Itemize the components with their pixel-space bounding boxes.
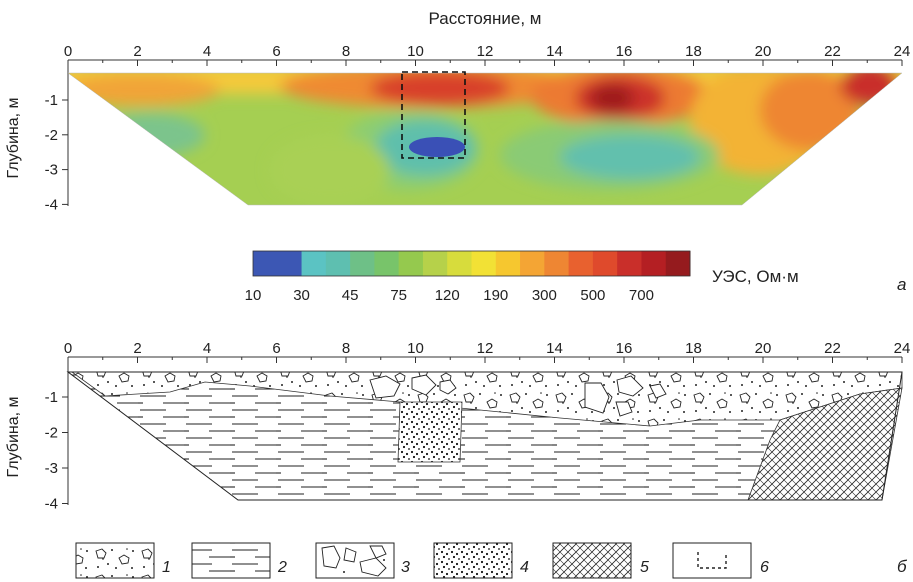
top-y-axis-title: Глубина, м: [5, 97, 22, 178]
colorbar-tick-label: 75: [390, 287, 407, 304]
top-x-tick-label: 18: [685, 43, 702, 60]
low-resistivity-anomaly: [409, 137, 465, 157]
colorbar-tick-label: 120: [435, 287, 460, 304]
top-x-tick-label: 14: [546, 43, 563, 60]
colorbar-segment: [422, 251, 448, 276]
bottom-x-tick-label: 10: [407, 340, 424, 357]
bottom-x-tick-label: 2: [133, 340, 141, 357]
legend-number-2: 2: [277, 559, 287, 576]
legend-swatch-6: [672, 542, 752, 579]
colorbar-tick-label: 45: [342, 287, 359, 304]
top-y-tick-label: -4: [45, 196, 58, 213]
colorbar-segment: [568, 251, 594, 276]
colorbar-segment: [398, 251, 424, 276]
bottom-y-tick-label: -2: [45, 425, 58, 442]
colorbar-tick-labels: 10 30 45 75 120 190 300 500 700: [245, 287, 654, 304]
resistivity-section: [68, 73, 902, 205]
legend-number-4: 4: [520, 559, 529, 576]
colorbar-segment: [544, 251, 570, 276]
colorbar-segment: [520, 251, 545, 276]
bottom-x-tick-label: 8: [342, 340, 350, 357]
colorbar-segment: [495, 251, 521, 276]
section-outline: [67, 72, 903, 206]
top-x-tick-label: 20: [755, 43, 772, 60]
colorbar-tick-label: 700: [629, 287, 654, 304]
panel-letter-b: б: [897, 557, 908, 576]
colorbar-segment: [374, 251, 400, 276]
bottom-x-tick-label: 0: [64, 340, 72, 357]
bottom-x-tick-label: 12: [477, 340, 494, 357]
top-x-tick-labels: 0 2 4 6 8 10 12 14 16 18 20 22 24: [64, 43, 911, 60]
top-x-tick-label: 0: [64, 43, 72, 60]
bottom-x-tick-label: 20: [755, 340, 772, 357]
top-x-tick-label: 8: [342, 43, 350, 60]
legend-number-6: 6: [760, 559, 769, 576]
top-x-tick-label: 6: [272, 43, 280, 60]
colorbar-tick-label: 10: [245, 287, 262, 304]
legend-swatch-1: [75, 542, 155, 579]
excavation-outline: [401, 71, 466, 159]
legend-number-1: 1: [162, 559, 171, 576]
colorbar-segment: [325, 251, 351, 276]
top-x-tick-label: 10: [407, 43, 424, 60]
top-y-tick-label: -1: [45, 92, 58, 109]
colorbar-segment: [301, 251, 327, 276]
colorbar-segment: [253, 251, 278, 276]
colorbar-segment: [471, 251, 497, 276]
legend-swatch-5: [552, 542, 632, 579]
colorbar-segment: [277, 251, 303, 276]
bottom-x-tick-label: 18: [685, 340, 702, 357]
x-axis-title: Расстояние, м: [429, 9, 542, 28]
top-y-tick-label: -3: [45, 162, 58, 179]
pit-fill: [397, 401, 463, 463]
bottom-y-tick-label: -4: [45, 496, 58, 513]
colorbar-tick-label: 30: [293, 287, 310, 304]
colorbar-segment: [665, 251, 691, 276]
legend-swatch-4: [433, 542, 513, 579]
colorbar-segment: [617, 251, 642, 276]
bottom-y-tick-label: -3: [45, 460, 58, 477]
legend-number-5: 5: [640, 559, 649, 576]
top-x-tick-label: 24: [894, 43, 911, 60]
colorbar-segment: [350, 251, 375, 276]
bottom-x-tick-labels: 0 2 4 6 8 10 12 14 16 18 20 22 24: [64, 340, 911, 357]
colorbar-segment: [641, 251, 667, 276]
legend-swatch-2: [191, 542, 271, 579]
geological-outline: [66, 371, 903, 501]
top-x-tick-label: 12: [477, 43, 494, 60]
legend-number-3: 3: [401, 559, 410, 576]
top-x-tick-label: 4: [203, 43, 211, 60]
bottom-x-tick-label: 6: [272, 340, 280, 357]
bottom-y-axis-title: Глубина, м: [5, 396, 22, 477]
top-x-tick-label: 2: [133, 43, 141, 60]
bottom-x-tick-label: 14: [546, 340, 563, 357]
colorbar: [252, 250, 691, 277]
legend-swatch-3: [315, 542, 395, 579]
legend: 1 2 3 4 5 6: [75, 542, 769, 579]
top-x-tick-label: 22: [824, 43, 841, 60]
bottom-y-tick-label: -1: [45, 389, 58, 406]
colorbar-title: УЭС, Ом·м: [712, 267, 799, 286]
bottom-x-tick-label: 22: [824, 340, 841, 357]
boulders: [369, 374, 667, 417]
colorbar-segment: [592, 251, 618, 276]
top-y-tick-label: -2: [45, 127, 58, 144]
colorbar-tick-label: 190: [483, 287, 508, 304]
bottom-x-tick-label: 24: [894, 340, 911, 357]
colorbar-tick-label: 300: [532, 287, 557, 304]
colorbar-segment: [447, 251, 472, 276]
bottom-x-tick-label: 16: [616, 340, 633, 357]
geological-section: [66, 371, 903, 501]
panel-letter-a: а: [897, 275, 906, 294]
top-x-tick-label: 16: [616, 43, 633, 60]
colorbar-tick-label: 500: [580, 287, 605, 304]
bottom-x-tick-label: 4: [203, 340, 211, 357]
